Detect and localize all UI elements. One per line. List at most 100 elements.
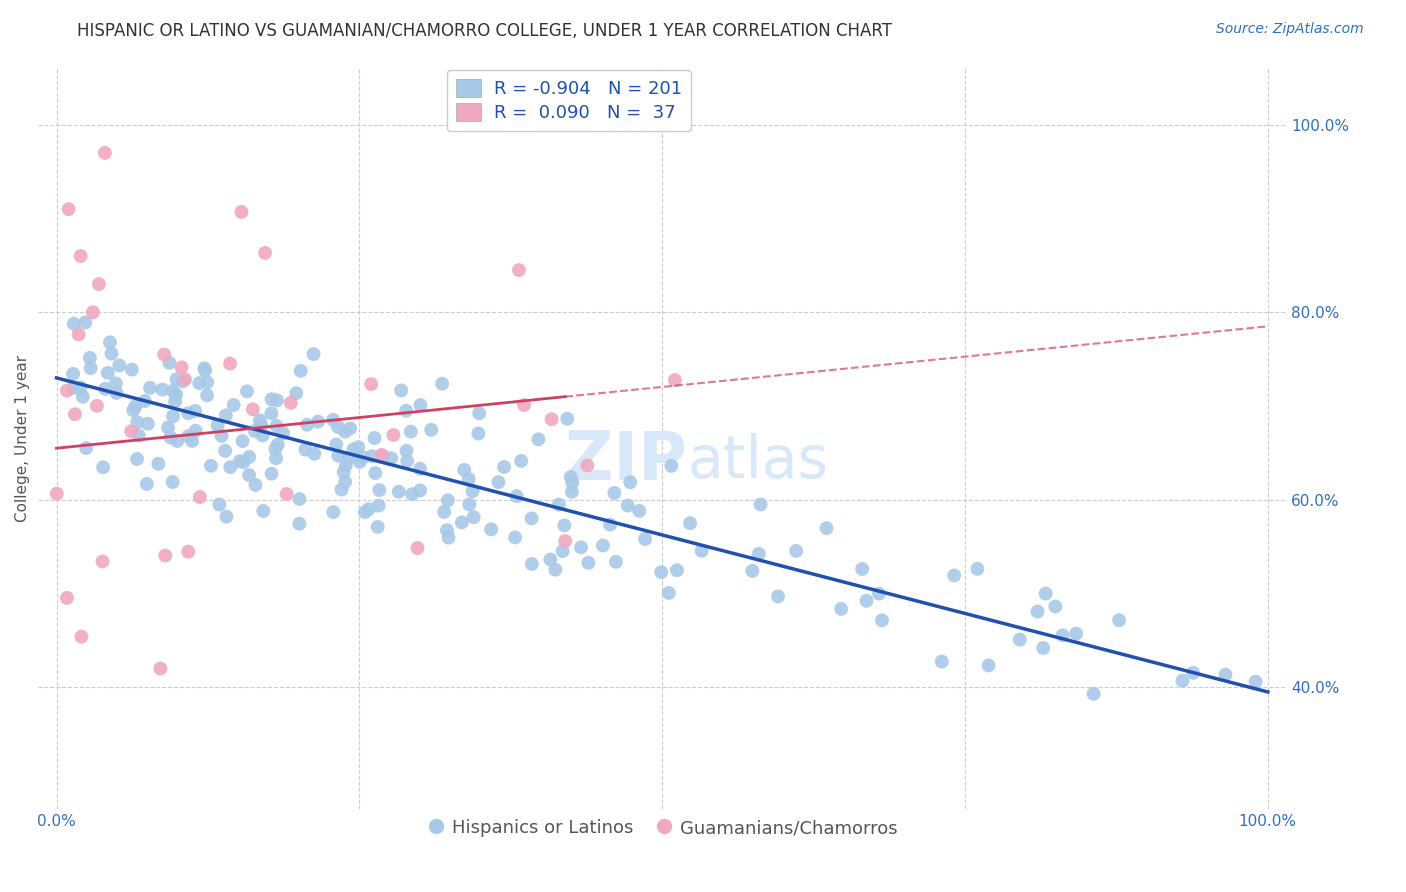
Point [463,510,485,524]
Point [249,413,271,427]
Point [868,586,890,600]
Text: HISPANIC OR LATINO VS GUAMANIAN/CHAMORRO COLLEGE, UNDER 1 YEAR CORRELATION CHART: HISPANIC OR LATINO VS GUAMANIAN/CHAMORRO… [77,22,893,40]
Point [766,590,789,604]
Point [245,478,267,492]
Point [322,505,344,519]
Point [325,437,347,451]
Point [389,384,412,398]
Point [155,549,177,563]
Point [659,458,682,473]
Point [830,602,852,616]
Point [134,394,156,409]
Point [458,497,481,511]
Point [58,202,80,216]
Point [267,437,290,451]
Point [569,541,592,555]
Point [396,454,419,468]
Point [658,586,681,600]
Point [170,360,193,375]
Point [1108,613,1130,627]
Point [409,483,432,498]
Point [616,499,638,513]
Point [200,458,222,473]
Point [260,467,283,481]
Point [467,426,489,441]
Point [250,418,273,433]
Point [368,483,391,497]
Point [494,460,516,475]
Point [457,472,479,486]
Point [1008,632,1031,647]
Point [177,545,200,559]
Point [966,562,988,576]
Point [219,357,242,371]
Point [162,475,184,489]
Point [177,406,200,420]
Point [553,518,575,533]
Point [285,386,308,401]
Y-axis label: College, Under 1 year: College, Under 1 year [15,355,30,523]
Point [280,396,302,410]
Point [260,406,283,420]
Point [294,442,316,457]
Point [337,451,360,466]
Point [108,359,131,373]
Point [554,534,576,549]
Point [127,415,149,429]
Point [271,425,294,440]
Point [349,455,371,469]
Point [1035,586,1057,600]
Point [91,554,114,568]
Point [222,398,245,412]
Point [254,246,277,260]
Point [436,523,458,537]
Point [479,522,502,536]
Point [252,504,274,518]
Point [520,557,543,571]
Point [276,487,298,501]
Point [399,425,422,439]
Point [290,364,312,378]
Point [288,516,311,531]
Point [243,424,266,438]
Point [461,484,484,499]
Point [815,521,838,535]
Point [62,381,84,395]
Point [266,393,288,408]
Point [153,347,176,361]
Point [741,564,763,578]
Text: Source: ZipAtlas.com: Source: ZipAtlas.com [1216,22,1364,37]
Point [371,449,394,463]
Point [264,442,287,456]
Point [395,404,418,418]
Point [665,563,688,577]
Point [544,563,567,577]
Point [211,429,233,443]
Point [208,498,231,512]
Point [527,433,550,447]
Point [157,356,180,370]
Point [165,387,187,401]
Point [75,316,97,330]
Point [561,475,583,490]
Point [128,428,150,442]
Point [1052,628,1074,642]
Point [94,145,117,160]
Point [232,455,254,469]
Point [453,463,475,477]
Point [236,384,259,399]
Point [361,449,384,463]
Point [603,486,626,500]
Point [149,661,172,675]
Point [395,443,418,458]
Point [513,398,536,412]
Point [785,544,807,558]
Point [508,263,530,277]
Point [288,491,311,506]
Point [749,498,772,512]
Point [332,465,354,479]
Point [851,562,873,576]
Point [354,505,377,519]
Legend: Hispanics or Latinos, Guamanians/Chamorros: Hispanics or Latinos, Guamanians/Chamorr… [419,812,905,845]
Text: ZIP: ZIP [565,428,688,494]
